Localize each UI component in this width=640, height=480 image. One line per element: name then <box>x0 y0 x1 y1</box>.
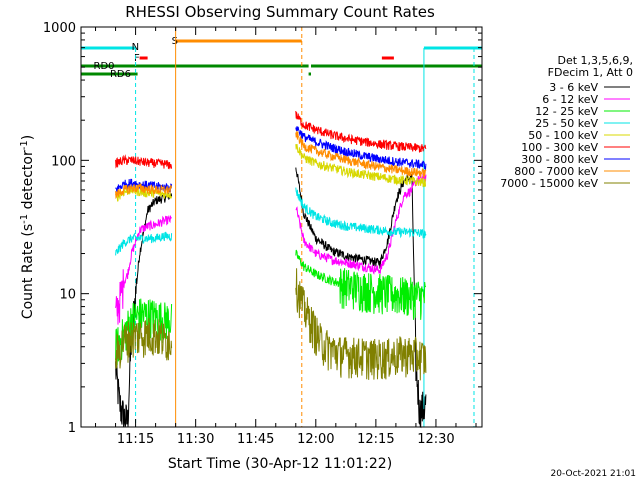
series-line-6-seg-1 <box>295 126 427 170</box>
series-4 <box>115 143 427 202</box>
y-tick-label: 100 <box>51 154 76 169</box>
legend-label: 100 - 300 keV <box>521 141 598 154</box>
series-line-1-seg-0 <box>115 214 172 325</box>
x-tick-label: 11:15 <box>117 432 154 447</box>
x-tick-label: 11:45 <box>237 432 274 447</box>
x-tick-label: 11:30 <box>177 432 214 447</box>
series-line-4-seg-1 <box>295 143 427 188</box>
series-7 <box>115 130 427 200</box>
x-tick-label: 12:15 <box>357 432 394 447</box>
flag-label-rd0: RD0 <box>94 61 115 72</box>
series-line-8-seg-1 <box>295 268 427 381</box>
series-line-8-seg-0 <box>115 318 173 369</box>
legend-label: 25 - 50 keV <box>535 117 598 130</box>
x-axis-label: Start Time (30-Apr-12 11:01:22) <box>168 456 392 472</box>
legend-label: 6 - 12 keV <box>542 93 598 106</box>
footer-timestamp: 20-Oct-2021 21:01 <box>551 469 636 479</box>
legend-header-1: Det 1,3,5,6,9, <box>557 54 633 67</box>
legend-header-2: FDecim 1, Att 0 <box>548 66 633 79</box>
series-6 <box>115 126 427 194</box>
flag-label-rd6: RD6 <box>110 69 131 80</box>
legend-label: 800 - 7000 keV <box>514 165 598 178</box>
legend-label: 12 - 25 keV <box>535 105 598 118</box>
series-1 <box>115 173 427 325</box>
series-5 <box>115 110 427 170</box>
series-line-2-seg-1 <box>295 249 427 320</box>
flag-label-f: F <box>134 53 140 64</box>
y-axis-label: Count Rate (s-1 detector-1) <box>19 135 36 319</box>
plot-frame <box>80 26 483 428</box>
series-line-7-seg-0 <box>115 182 173 200</box>
legend-label: 3 - 6 keV <box>549 81 598 94</box>
legend-label: 300 - 800 keV <box>521 153 598 166</box>
series-3 <box>115 187 427 256</box>
x-tick-label: 12:00 <box>297 432 334 447</box>
x-tick-label: 12:30 <box>417 432 454 447</box>
y-tick-label: 1 <box>68 421 76 436</box>
series-8 <box>115 268 427 381</box>
series-line-4-seg-0 <box>115 185 173 202</box>
flag-label-n: N <box>132 42 139 53</box>
flag-label-s: S <box>172 36 178 47</box>
legend-label: 7000 - 15000 keV <box>500 177 598 190</box>
series-line-7-seg-1 <box>295 130 427 179</box>
series-line-3-seg-1 <box>295 187 427 239</box>
series-line-5-seg-1 <box>295 110 427 153</box>
series-line-3-seg-0 <box>115 231 173 256</box>
y-tick-label: 10 <box>59 288 76 303</box>
y-tick-label: 1000 <box>43 21 76 36</box>
series-line-5-seg-0 <box>115 154 173 170</box>
legend-label: 50 - 100 keV <box>528 129 598 142</box>
chart-title: RHESSI Observing Summary Count Rates <box>125 3 435 21</box>
series-line-1-seg-1 <box>295 173 427 275</box>
